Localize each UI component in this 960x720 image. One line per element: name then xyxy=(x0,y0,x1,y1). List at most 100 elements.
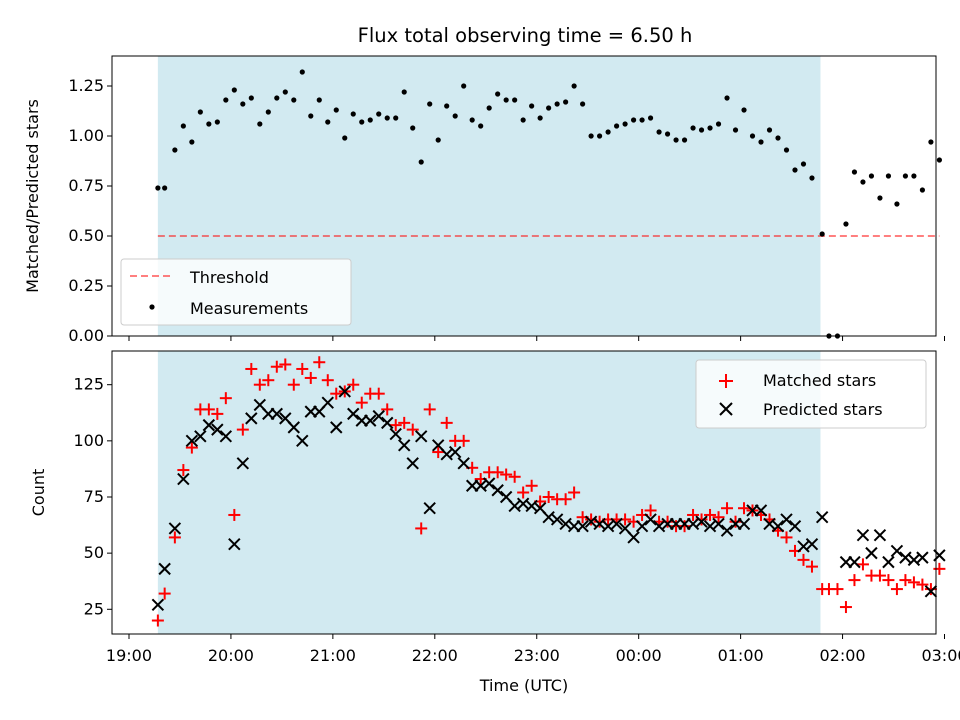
count-y-tick-label: 100 xyxy=(73,431,104,450)
measurement-point xyxy=(741,107,747,113)
measurement-point xyxy=(851,169,858,175)
predicted-star-marker xyxy=(177,472,190,486)
measurement-point xyxy=(546,105,552,111)
matched-star-marker xyxy=(228,508,241,521)
legend-matched-label: Matched stars xyxy=(763,371,876,390)
measurement-point xyxy=(868,173,875,179)
measurement-point xyxy=(819,231,825,237)
measurement-point xyxy=(384,115,390,121)
measurement-point xyxy=(724,95,730,101)
predicted-star-marker xyxy=(415,430,428,443)
measurement-point xyxy=(299,69,305,75)
matched-star-marker xyxy=(398,416,411,429)
measurement-point xyxy=(342,135,348,141)
count-x-tick-label: 23:00 xyxy=(514,646,560,665)
matched-star-marker xyxy=(262,374,275,387)
matched-star-marker xyxy=(933,562,946,575)
chart-title: Flux total observing time = 6.50 h xyxy=(358,24,693,47)
matched-star-marker xyxy=(559,493,572,506)
count-y-tick-label: 50 xyxy=(84,543,104,562)
matched-star-marker xyxy=(287,378,300,391)
count-axes-frame xyxy=(111,350,937,635)
predicted-star-marker xyxy=(720,524,734,537)
measurement-point xyxy=(257,121,263,127)
measurement-point xyxy=(792,167,798,173)
matched-star-marker xyxy=(542,490,555,503)
measurement-point xyxy=(707,125,713,131)
predicted-star-marker xyxy=(270,407,284,421)
matched-star-marker xyxy=(330,387,343,400)
measurement-point xyxy=(452,113,458,119)
measurement-point xyxy=(512,97,518,103)
measurement-point xyxy=(180,123,186,129)
count-x-tick-label: 02:00 xyxy=(820,646,866,665)
measurement-point xyxy=(274,95,280,101)
matched-star-marker xyxy=(729,515,742,528)
predicted-star-marker xyxy=(882,555,895,569)
predicted-star-marker xyxy=(398,439,411,452)
measurement-point xyxy=(291,97,297,103)
predicted-star-marker xyxy=(771,519,785,533)
measurement-point xyxy=(503,97,509,103)
ratio-y-axis-label: Matched/Predicted stars xyxy=(23,99,42,293)
matched-star-marker xyxy=(568,486,581,499)
ratio-y-tick-label: 0.75 xyxy=(68,176,104,195)
ratio-y-tick-label: 0.25 xyxy=(68,276,104,295)
measurement-point xyxy=(758,139,764,145)
predicted-star-marker xyxy=(202,418,216,432)
matched-star-marker xyxy=(517,486,530,499)
legend-measurements-swatch xyxy=(149,304,155,310)
matched-star-marker xyxy=(177,464,190,477)
matched-star-marker xyxy=(508,470,521,483)
measurement-point xyxy=(495,91,501,97)
count-y-tick-label: 75 xyxy=(84,487,104,506)
matched-star-marker xyxy=(780,531,793,544)
measurement-point xyxy=(919,187,926,193)
predicted-star-marker xyxy=(381,416,394,430)
predicted-stars-points xyxy=(151,385,946,612)
measurement-point xyxy=(155,185,161,191)
measurement-point xyxy=(800,161,807,167)
matched-star-marker xyxy=(372,387,385,400)
predicted-star-marker xyxy=(228,537,241,551)
measurement-point xyxy=(605,129,611,135)
count-x-tick-label: 03:00 xyxy=(921,646,960,665)
matched-star-marker xyxy=(916,578,929,591)
ratio-legend: Threshold Measurements xyxy=(120,258,352,326)
measurement-point xyxy=(673,137,679,143)
measurement-point xyxy=(520,117,526,123)
measurement-point xyxy=(393,115,399,121)
predicted-star-marker xyxy=(805,537,819,551)
measurement-point xyxy=(732,127,739,133)
predicted-star-marker xyxy=(194,430,207,443)
x-axis-label: Time (UTC) xyxy=(479,676,568,695)
measurement-point xyxy=(622,121,628,127)
measurement-point xyxy=(189,139,195,145)
predicted-star-marker xyxy=(482,477,496,490)
measurement-point xyxy=(885,173,892,179)
measurement-point xyxy=(749,133,756,139)
matched-star-marker xyxy=(491,466,504,479)
predicted-star-marker xyxy=(491,484,504,497)
measurement-point xyxy=(248,95,254,101)
measurement-point xyxy=(350,111,356,117)
predicted-star-marker xyxy=(848,555,861,569)
legend-matched-swatch xyxy=(719,374,733,388)
predicted-star-marker xyxy=(635,519,649,533)
predicted-star-marker xyxy=(158,562,171,576)
matched-star-marker xyxy=(185,441,198,454)
predicted-star-marker xyxy=(550,513,564,526)
matched-star-marker xyxy=(805,560,818,573)
measurement-point xyxy=(554,101,560,107)
matched-star-marker xyxy=(738,502,751,515)
predicted-star-marker xyxy=(737,517,751,531)
predicted-star-marker xyxy=(627,531,640,544)
legend-predicted-label: Predicted stars xyxy=(763,400,883,419)
measurement-point xyxy=(316,97,322,103)
measurement-point xyxy=(214,119,220,125)
count-legend-box xyxy=(695,359,927,429)
predicted-star-marker xyxy=(423,502,436,515)
predicted-star-marker xyxy=(296,434,309,448)
measurement-point xyxy=(282,89,288,95)
predicted-star-marker xyxy=(856,528,870,542)
